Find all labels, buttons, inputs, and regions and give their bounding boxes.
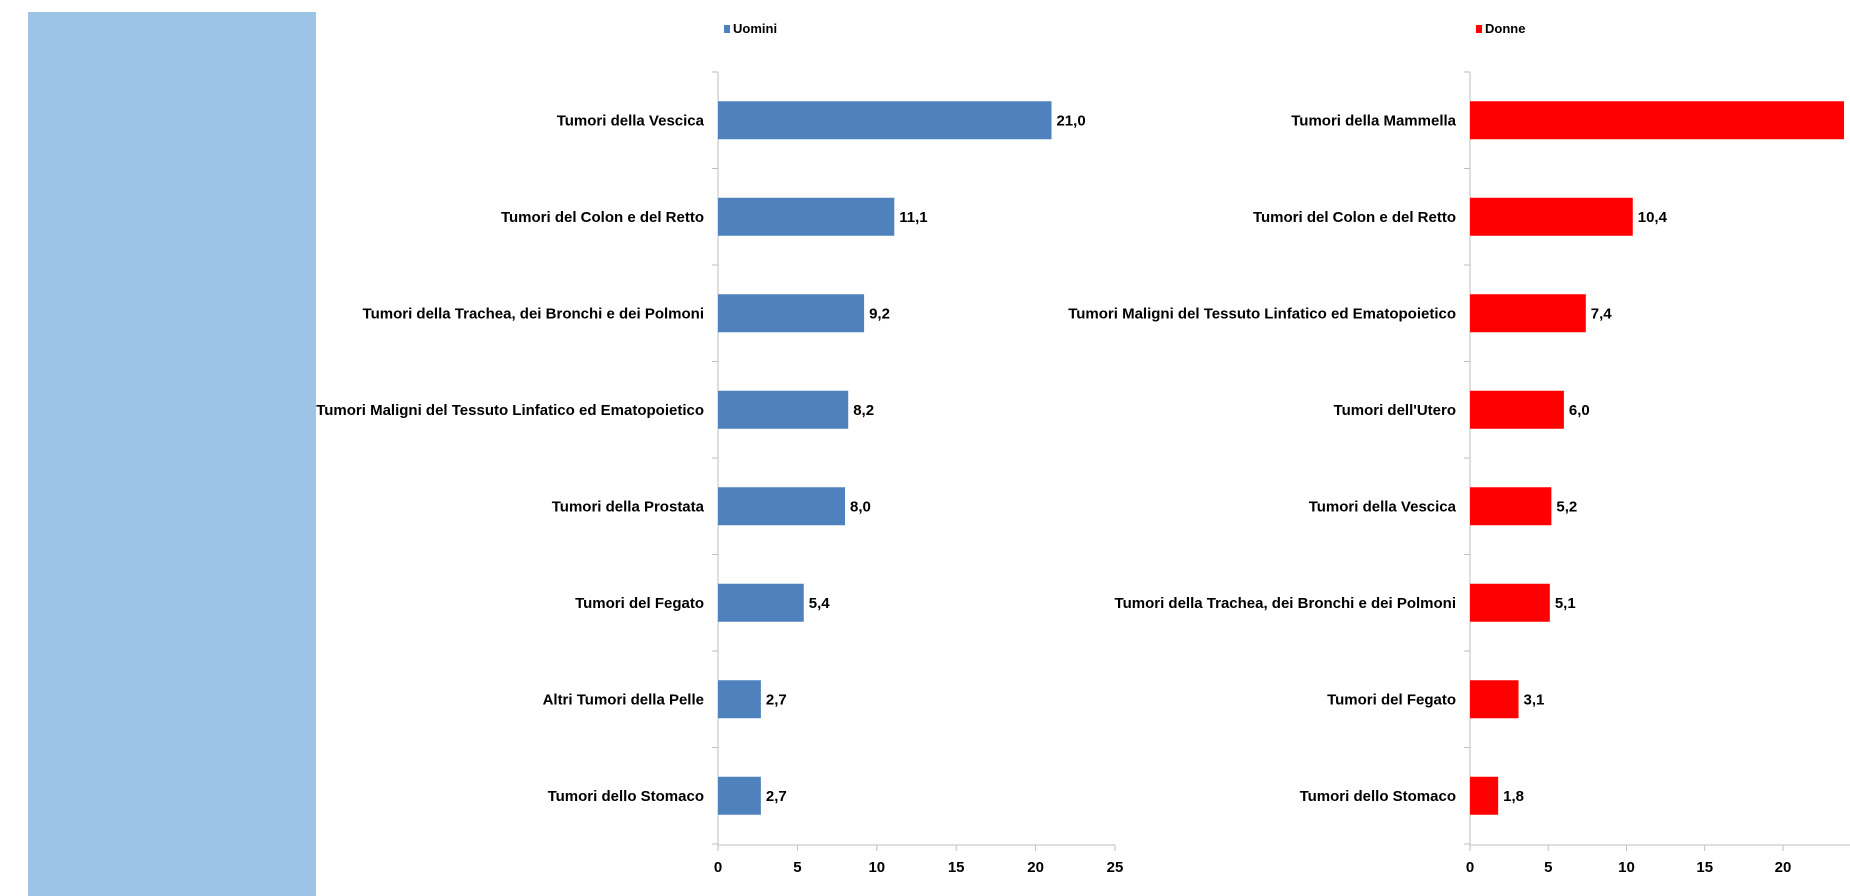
side-panel <box>28 12 316 896</box>
bar <box>1470 583 1550 622</box>
x-tick-label: 15 <box>948 859 965 876</box>
legend-label: Donne <box>1485 21 1525 36</box>
x-tick-label: 10 <box>1618 859 1635 876</box>
value-label: 5,4 <box>809 595 831 612</box>
category-label: Tumori della Vescica <box>557 112 705 129</box>
category-label: Altri Tumori della Pelle <box>543 691 704 708</box>
value-label: 9,2 <box>869 305 890 322</box>
x-tick-label: 10 <box>868 859 885 876</box>
bar <box>1470 294 1586 333</box>
category-label: Tumori del Fegato <box>1327 691 1456 708</box>
value-label: 8,0 <box>850 498 871 515</box>
x-tick-label: 25 <box>1107 859 1124 876</box>
category-label: Tumori Maligni del Tessuto Linfatico ed … <box>316 402 704 419</box>
bar <box>1470 390 1564 429</box>
chart-donne: Donne 0 5 10 15 20 Tumori della Mammella Tumori… <box>1068 21 1850 876</box>
value-label: 7,4 <box>1591 305 1613 322</box>
value-label: 1,8 <box>1503 788 1524 805</box>
bar <box>718 583 804 622</box>
bar <box>718 294 865 333</box>
bar <box>718 776 761 815</box>
value-label: 6,0 <box>1569 402 1590 419</box>
bar <box>718 197 895 236</box>
bar <box>718 680 761 719</box>
category-label: Tumori della Vescica <box>1309 498 1457 515</box>
x-tick-label: 0 <box>1466 859 1474 876</box>
bar <box>718 390 849 429</box>
bar <box>1470 487 1552 526</box>
value-label: 2,7 <box>766 691 787 708</box>
x-tick-label: 15 <box>1696 859 1713 876</box>
category-label: Tumori dello Stomaco <box>548 788 704 805</box>
category-label: Tumori del Colon e del Retto <box>501 209 704 226</box>
value-label: 21,0 <box>1056 112 1085 129</box>
category-label: Tumori dello Stomaco <box>1300 788 1456 805</box>
legend-label: Uomini <box>733 21 777 36</box>
value-label: 2,7 <box>766 788 787 805</box>
category-label: Tumori Maligni del Tessuto Linfatico ed … <box>1068 305 1456 322</box>
x-tick-label: 20 <box>1775 859 1792 876</box>
bar <box>1470 101 1845 140</box>
value-label: 5,1 <box>1555 595 1576 612</box>
x-tick-label: 20 <box>1027 859 1044 876</box>
chart-uomini: Uomini 0 5 10 15 20 25 Tumori della Vescica 21,0… <box>316 21 1123 876</box>
category-label: Tumori della Mammella <box>1291 112 1456 129</box>
category-label: Tumori della Trachea, dei Bronchi e dei … <box>363 305 704 322</box>
value-label: 3,1 <box>1524 691 1545 708</box>
value-label: 8,2 <box>853 402 874 419</box>
category-label: Tumori della Prostata <box>552 498 705 515</box>
bar <box>718 101 1052 140</box>
bar <box>718 487 846 526</box>
bar <box>1470 197 1633 236</box>
category-label: Tumori dell'Utero <box>1334 402 1456 419</box>
bar <box>1470 680 1519 719</box>
x-tick-label: 5 <box>793 859 801 876</box>
x-tick-label: 0 <box>714 859 722 876</box>
legend-swatch <box>1476 25 1482 33</box>
category-label: Tumori del Fegato <box>575 595 704 612</box>
value-label: 10,4 <box>1638 209 1668 226</box>
legend-swatch <box>724 25 730 33</box>
category-label: Tumori del Colon e del Retto <box>1253 209 1456 226</box>
bar <box>1470 776 1499 815</box>
x-tick-label: 5 <box>1544 859 1552 876</box>
value-label: 5,2 <box>1556 498 1577 515</box>
value-label: 11,1 <box>899 209 927 226</box>
category-label: Tumori della Trachea, dei Bronchi e dei … <box>1115 595 1456 612</box>
